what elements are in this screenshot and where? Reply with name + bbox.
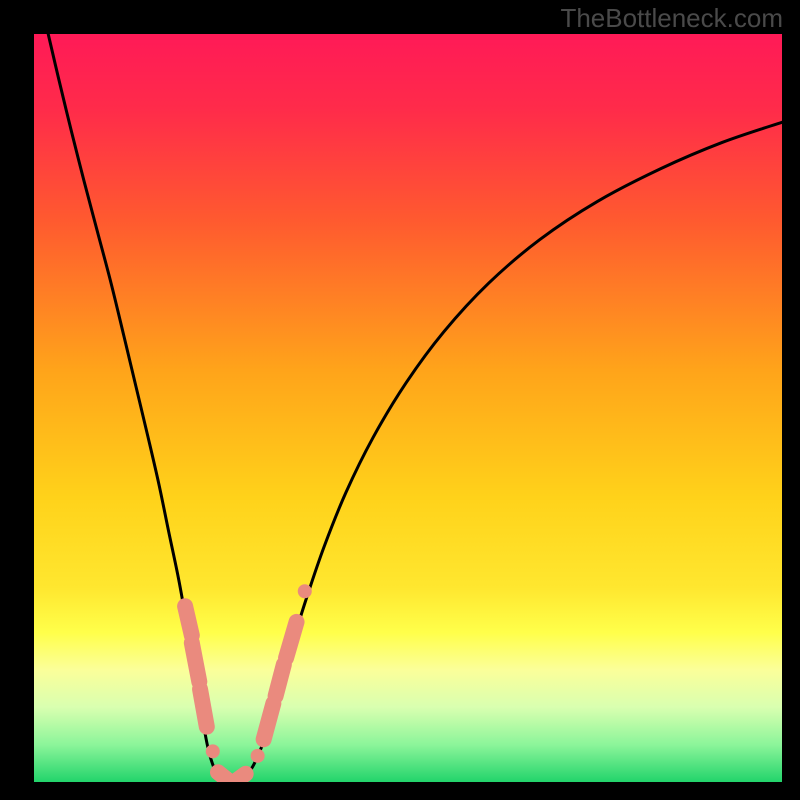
chart-container: TheBottleneck.com [0,0,800,800]
curve-right_branch [224,122,782,782]
marker-capsule-0 [185,606,192,635]
bottleneck-curve-svg [34,34,782,782]
marker-capsule-1 [192,643,199,682]
marker-capsule-5 [234,774,245,782]
marker-capsule-2 [200,689,207,726]
watermark-text: TheBottleneck.com [560,3,783,34]
marker-capsule-8 [276,665,284,696]
marker-capsule-9 [286,622,296,658]
marker-capsule-7 [264,703,274,739]
